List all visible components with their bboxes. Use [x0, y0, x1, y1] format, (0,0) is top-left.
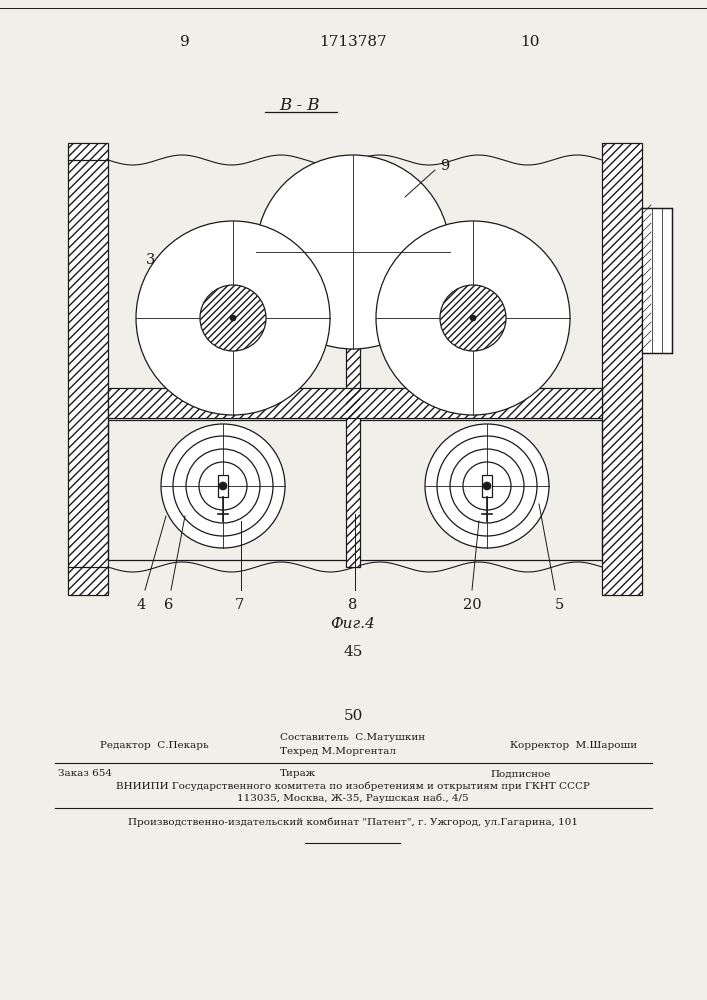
Circle shape: [470, 315, 476, 321]
Text: 9: 9: [180, 35, 190, 49]
Text: 4: 4: [136, 598, 146, 612]
Bar: [346, 160, 360, 567]
Text: Фиг.4: Фиг.4: [331, 617, 375, 631]
Circle shape: [483, 482, 491, 490]
Bar: [602, 143, 642, 595]
Text: 50: 50: [344, 709, 363, 723]
Text: Составитель  С.Матушкин: Составитель С.Матушкин: [280, 734, 425, 742]
Circle shape: [200, 285, 266, 351]
Text: 3: 3: [146, 253, 156, 267]
Circle shape: [425, 424, 549, 548]
Circle shape: [376, 221, 570, 415]
Text: 8: 8: [349, 598, 358, 612]
Circle shape: [219, 482, 227, 490]
Circle shape: [440, 285, 506, 351]
Text: Тираж: Тираж: [280, 770, 316, 778]
Text: Корректор  М.Шароши: Корректор М.Шароши: [510, 740, 637, 750]
Circle shape: [136, 221, 330, 415]
Bar: [482, 475, 492, 497]
Text: Подписное: Подписное: [490, 770, 550, 778]
Bar: [108, 388, 602, 418]
Bar: [218, 475, 228, 497]
Text: Производственно-издательский комбинат "Патент", г. Ужгород, ул.Гагарина, 101: Производственно-издательский комбинат "П…: [128, 817, 578, 827]
Text: Техред М.Моргентал: Техред М.Моргентал: [280, 748, 396, 756]
Text: 9: 9: [440, 159, 449, 173]
Bar: [602, 143, 642, 595]
Text: 5: 5: [554, 598, 563, 612]
Bar: [68, 143, 108, 595]
Text: 7: 7: [235, 598, 244, 612]
Circle shape: [161, 424, 285, 548]
Bar: [346, 160, 360, 567]
Circle shape: [230, 315, 236, 321]
Bar: [108, 388, 602, 418]
Text: ВНИИПИ Государственного комитета по изобретениям и открытиям при ГКНТ СССР: ВНИИПИ Государственного комитета по изоб…: [116, 781, 590, 791]
Bar: [108, 420, 602, 560]
Bar: [642, 208, 672, 353]
Text: 45: 45: [344, 645, 363, 659]
Text: 10: 10: [520, 35, 539, 49]
Text: B - B: B - B: [280, 98, 320, 114]
Text: 20: 20: [462, 598, 481, 612]
Circle shape: [256, 155, 450, 349]
Text: Редактор  С.Пекарь: Редактор С.Пекарь: [100, 740, 209, 750]
Text: 1713787: 1713787: [319, 35, 387, 49]
Text: 113035, Москва, Ж-35, Раушская наб., 4/5: 113035, Москва, Ж-35, Раушская наб., 4/5: [237, 793, 469, 803]
Text: 6: 6: [164, 598, 174, 612]
Bar: [68, 143, 108, 595]
Text: Заказ 654: Заказ 654: [58, 770, 112, 778]
